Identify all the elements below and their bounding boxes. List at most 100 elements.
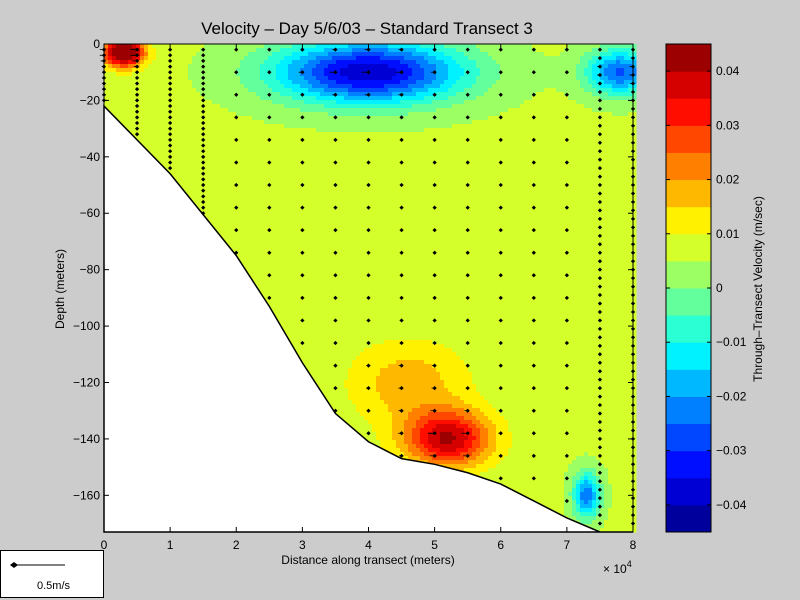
velocity-cell bbox=[172, 100, 177, 105]
velocity-cell bbox=[188, 164, 193, 169]
velocity-cell bbox=[204, 204, 209, 209]
velocity-cell bbox=[112, 104, 117, 109]
velocity-cell bbox=[252, 84, 257, 89]
velocity-cell bbox=[216, 132, 221, 137]
velocity-cell bbox=[220, 100, 225, 105]
velocity-cell bbox=[128, 60, 133, 65]
velocity-cell bbox=[216, 128, 221, 133]
velocity-cell bbox=[232, 156, 237, 161]
velocity-cell bbox=[140, 112, 145, 117]
velocity-cell bbox=[224, 44, 229, 49]
velocity-cell bbox=[264, 56, 269, 61]
velocity-cell bbox=[176, 48, 181, 53]
velocity-cell bbox=[260, 164, 265, 169]
velocity-cell bbox=[224, 108, 229, 113]
velocity-cell bbox=[132, 92, 137, 97]
velocity-cell bbox=[244, 248, 249, 253]
velocity-cell bbox=[220, 188, 225, 193]
velocity-cell bbox=[176, 160, 181, 165]
velocity-cell bbox=[244, 124, 249, 129]
velocity-cell bbox=[248, 236, 253, 241]
velocity-cell bbox=[220, 216, 225, 221]
velocity-cell bbox=[252, 216, 257, 221]
velocity-cell bbox=[228, 64, 233, 69]
velocity-cell bbox=[140, 96, 145, 101]
velocity-cell bbox=[212, 92, 217, 97]
velocity-cell bbox=[260, 244, 265, 249]
velocity-cell bbox=[224, 72, 229, 77]
velocity-cell bbox=[260, 212, 265, 217]
velocity-cell bbox=[256, 200, 261, 205]
velocity-cell bbox=[256, 164, 261, 169]
velocity-cell bbox=[180, 88, 185, 93]
velocity-cell bbox=[152, 112, 157, 117]
velocity-cell bbox=[252, 176, 257, 181]
velocity-cell bbox=[260, 44, 265, 49]
velocity-cell bbox=[208, 108, 213, 113]
velocity-cell bbox=[144, 100, 149, 105]
velocity-cell bbox=[264, 152, 269, 157]
velocity-cell bbox=[160, 156, 165, 161]
velocity-cell bbox=[228, 176, 233, 181]
velocity-cell bbox=[116, 116, 121, 121]
velocity-cell bbox=[180, 116, 185, 121]
velocity-cell bbox=[124, 44, 129, 49]
velocity-cell bbox=[172, 76, 177, 81]
velocity-cell bbox=[124, 48, 129, 53]
velocity-cell bbox=[232, 108, 237, 113]
velocity-cell bbox=[176, 116, 181, 121]
velocity-cell bbox=[184, 188, 189, 193]
velocity-cell bbox=[248, 248, 253, 253]
velocity-cell bbox=[168, 56, 173, 61]
velocity-cell bbox=[204, 120, 209, 125]
velocity-cell bbox=[260, 156, 265, 161]
velocity-cell bbox=[180, 172, 185, 177]
velocity-cell bbox=[160, 92, 165, 97]
velocity-cell bbox=[132, 120, 137, 125]
velocity-cell bbox=[248, 88, 253, 93]
velocity-cell bbox=[224, 204, 229, 209]
velocity-cell bbox=[132, 52, 137, 57]
velocity-cell bbox=[224, 180, 229, 185]
velocity-cell bbox=[172, 132, 177, 137]
velocity-cell bbox=[220, 84, 225, 89]
velocity-cell bbox=[128, 116, 133, 121]
velocity-cell bbox=[244, 160, 249, 165]
velocity-cell bbox=[220, 180, 225, 185]
velocity-cell bbox=[200, 124, 205, 129]
velocity-cell bbox=[264, 76, 269, 81]
velocity-cell bbox=[252, 88, 257, 93]
velocity-cell bbox=[124, 64, 129, 69]
velocity-cell bbox=[196, 144, 201, 149]
velocity-cell bbox=[232, 80, 237, 85]
velocity-cell bbox=[256, 148, 261, 153]
velocity-cell bbox=[168, 152, 173, 157]
velocity-cell bbox=[208, 68, 213, 73]
velocity-cell bbox=[112, 52, 117, 57]
velocity-cell bbox=[188, 68, 193, 73]
velocity-cell bbox=[172, 136, 177, 141]
velocity-cell bbox=[196, 100, 201, 105]
velocity-cell bbox=[192, 116, 197, 121]
velocity-cell bbox=[116, 68, 121, 73]
velocity-cell bbox=[156, 136, 161, 141]
velocity-cell bbox=[200, 152, 205, 157]
velocity-cell bbox=[172, 120, 177, 125]
velocity-cell bbox=[244, 144, 249, 149]
velocity-cell bbox=[160, 104, 165, 109]
velocity-cell bbox=[240, 76, 245, 81]
velocity-cell bbox=[260, 280, 265, 285]
velocity-cell bbox=[188, 84, 193, 89]
velocity-cell bbox=[196, 116, 201, 121]
velocity-cell bbox=[264, 184, 269, 189]
velocity-cell bbox=[144, 60, 149, 65]
velocity-cell bbox=[172, 128, 177, 133]
velocity-cell bbox=[228, 188, 233, 193]
velocity-cell bbox=[128, 52, 133, 57]
velocity-cell bbox=[192, 144, 197, 149]
velocity-cell bbox=[240, 124, 245, 129]
velocity-cell bbox=[240, 164, 245, 169]
velocity-cell bbox=[192, 92, 197, 97]
velocity-cell bbox=[148, 44, 153, 49]
velocity-cell bbox=[144, 80, 149, 85]
